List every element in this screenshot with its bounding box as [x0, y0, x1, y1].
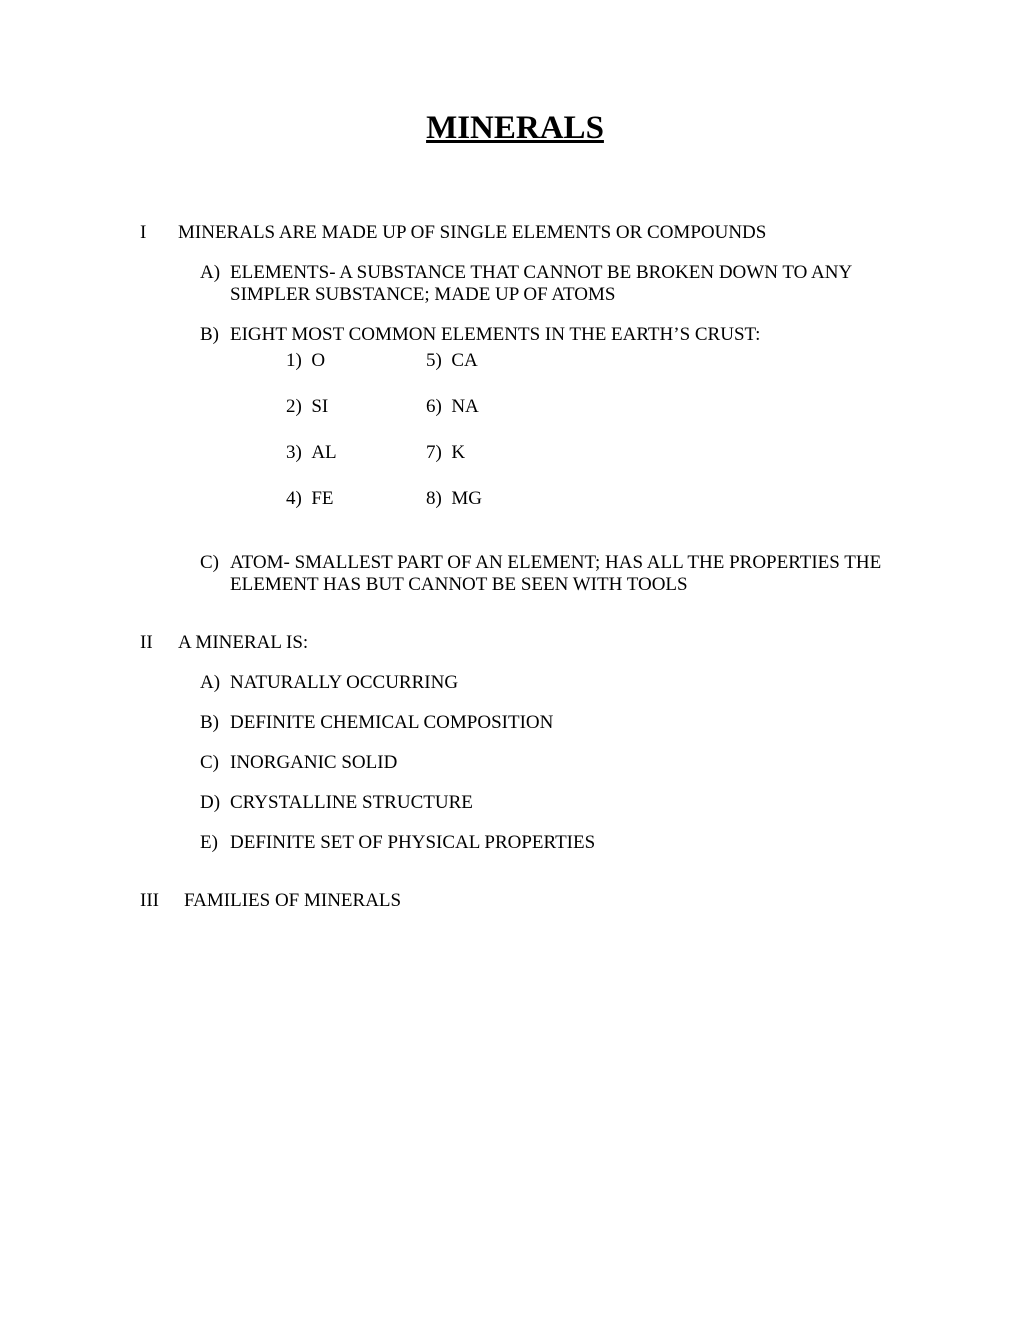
sub-text-line: EIGHT MOST COMMON ELEMENTS IN THE EARTH’…: [230, 324, 890, 346]
sub-item: A) NATURALLY OCCURRING: [200, 672, 890, 694]
sub-letter: B): [200, 324, 230, 534]
section-1: I MINERALS ARE MADE UP OF SINGLE ELEMENT…: [140, 222, 890, 614]
document-title: MINERALS: [140, 110, 890, 147]
elements-row: 2) SI 6) NA: [286, 396, 890, 418]
sub-item: A) ELEMENTS- A SUBSTANCE THAT CANNOT BE …: [200, 262, 890, 306]
sub-item: B) DEFINITE CHEMICAL COMPOSITION: [200, 712, 890, 734]
sub-item: B) EIGHT MOST COMMON ELEMENTS IN THE EAR…: [200, 324, 890, 534]
sub-letter: C): [200, 752, 230, 774]
roman-numeral: I: [140, 222, 178, 614]
sub-text: EIGHT MOST COMMON ELEMENTS IN THE EARTH’…: [230, 324, 890, 534]
elements-row: 4) FE 8) MG: [286, 488, 890, 510]
element-right: 8) MG: [426, 488, 890, 510]
section-2: II A MINERAL IS: A) NATURALLY OCCURRING …: [140, 632, 890, 872]
sub-letter: A): [200, 262, 230, 306]
element-left: 2) SI: [286, 396, 426, 418]
elements-grid: 1) O 5) CA 2) SI 6) NA 3) AL 7) K: [286, 350, 890, 510]
section-body: MINERALS ARE MADE UP OF SINGLE ELEMENTS …: [178, 222, 890, 614]
roman-numeral: II: [140, 632, 178, 872]
section-body: FAMILIES OF MINERALS: [178, 890, 890, 930]
element-left: 1) O: [286, 350, 426, 372]
element-left: 4) FE: [286, 488, 426, 510]
element-right: 6) NA: [426, 396, 890, 418]
elements-row: 3) AL 7) K: [286, 442, 890, 464]
element-left: 3) AL: [286, 442, 426, 464]
element-right: 7) K: [426, 442, 890, 464]
roman-numeral: III: [140, 890, 178, 930]
sub-text: DEFINITE CHEMICAL COMPOSITION: [230, 712, 890, 734]
elements-row: 1) O 5) CA: [286, 350, 890, 372]
sub-letter: E): [200, 832, 230, 854]
section-3: III FAMILIES OF MINERALS: [140, 890, 890, 930]
sub-text: INORGANIC SOLID: [230, 752, 890, 774]
element-right: 5) CA: [426, 350, 890, 372]
sub-letter: D): [200, 792, 230, 814]
section-heading: MINERALS ARE MADE UP OF SINGLE ELEMENTS …: [178, 222, 890, 244]
sub-text: NATURALLY OCCURRING: [230, 672, 890, 694]
sub-item: C) INORGANIC SOLID: [200, 752, 890, 774]
sub-text: CRYSTALLINE STRUCTURE: [230, 792, 890, 814]
section-heading: A MINERAL IS:: [178, 632, 890, 654]
section-heading: FAMILIES OF MINERALS: [184, 890, 890, 912]
sub-letter: A): [200, 672, 230, 694]
sub-item: C) ATOM- SMALLEST PART OF AN ELEMENT; HA…: [200, 552, 890, 596]
sub-text: ATOM- SMALLEST PART OF AN ELEMENT; HAS A…: [230, 552, 890, 596]
section-body: A MINERAL IS: A) NATURALLY OCCURRING B) …: [178, 632, 890, 872]
sub-letter: B): [200, 712, 230, 734]
sub-text: DEFINITE SET OF PHYSICAL PROPERTIES: [230, 832, 890, 854]
document-page: MINERALS I MINERALS ARE MADE UP OF SINGL…: [0, 0, 1020, 930]
sub-letter: C): [200, 552, 230, 596]
sub-text: ELEMENTS- A SUBSTANCE THAT CANNOT BE BRO…: [230, 262, 890, 306]
sub-item: D) CRYSTALLINE STRUCTURE: [200, 792, 890, 814]
sub-item: E) DEFINITE SET OF PHYSICAL PROPERTIES: [200, 832, 890, 854]
